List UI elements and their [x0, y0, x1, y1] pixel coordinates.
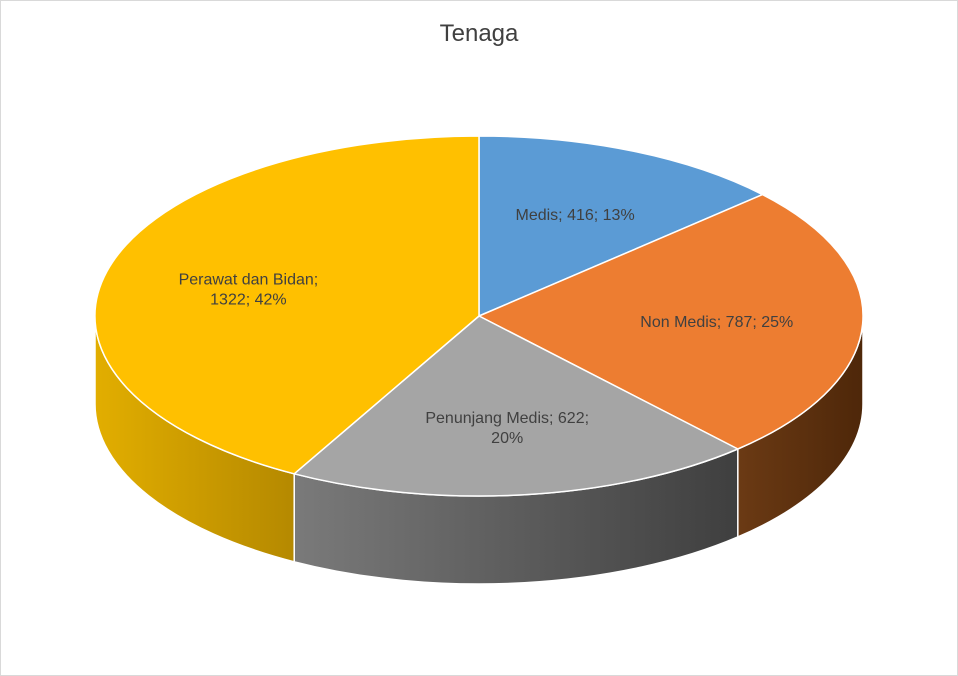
data-label-medis: Medis; 416; 13% [516, 207, 635, 224]
pie-slice-penunjang-medis [293, 315, 739, 497]
data-label-penunjang-medis: Penunjang Medis; 622; 20% [425, 410, 589, 447]
data-label-perawat-dan-bidan: Perawat dan Bidan; 1322; 42% [179, 271, 319, 308]
chart-title: Tenaga [439, 20, 519, 47]
data-label-non-medis: Non Medis; 787; 25% [640, 314, 793, 331]
pie-slice-perawat-dan-bidan [94, 135, 480, 475]
pie-slice-medis [478, 135, 764, 317]
pie-slice-non-medis [478, 193, 864, 450]
